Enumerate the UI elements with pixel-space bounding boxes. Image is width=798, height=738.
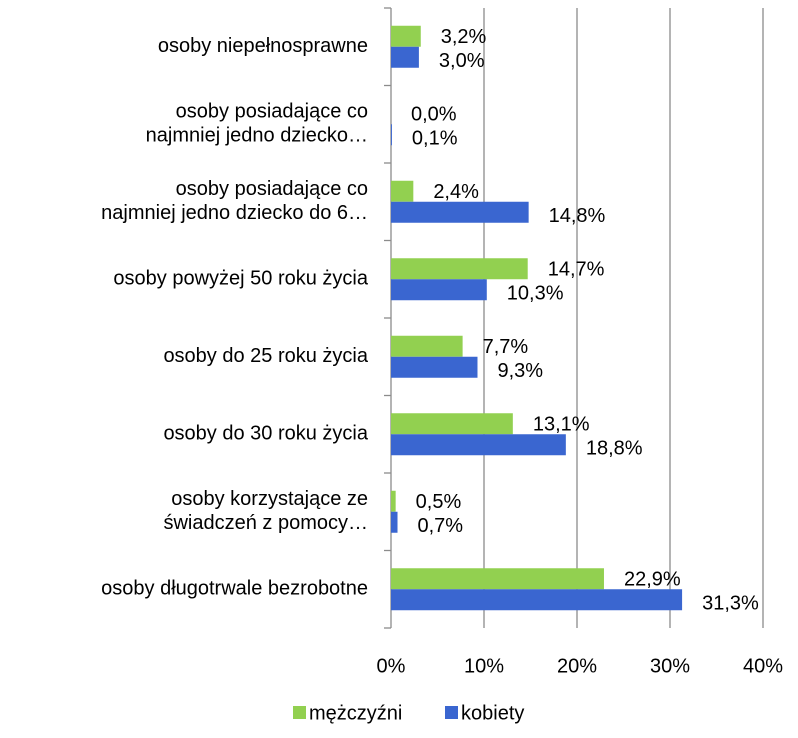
bar xyxy=(391,356,478,378)
legend-swatch xyxy=(293,706,306,719)
bar xyxy=(391,413,513,435)
value-label: 0,0% xyxy=(411,104,457,126)
bar xyxy=(391,180,414,202)
bar xyxy=(391,258,528,280)
bar xyxy=(391,46,419,68)
value-label: 3,2% xyxy=(441,26,487,48)
value-label: 10,3% xyxy=(507,283,564,305)
y-tick-label: osoby do 30 roku życia xyxy=(163,423,368,445)
x-tick-label: 40% xyxy=(743,655,783,677)
bar xyxy=(391,589,683,611)
y-tick-label: osoby korzystające ze świadczeń z pomocy… xyxy=(163,488,368,534)
y-tick-label: osoby do 25 roku życia xyxy=(163,345,368,367)
value-label: 7,7% xyxy=(483,336,529,358)
legend-swatch xyxy=(445,706,458,719)
bar xyxy=(391,511,398,533)
value-label: 9,3% xyxy=(497,360,543,382)
y-tick-label: osoby posiadające co najmniej jedno dziec… xyxy=(146,101,368,147)
value-label: 2,4% xyxy=(433,181,479,203)
value-label: 18,8% xyxy=(586,438,643,460)
legend-label: mężczyźni xyxy=(309,702,402,724)
bar xyxy=(391,124,392,146)
value-label: 14,8% xyxy=(549,205,606,227)
value-label: 0,7% xyxy=(418,515,464,537)
y-tick-label: osoby długotrwale bezrobotne xyxy=(101,578,368,600)
value-label: 0,1% xyxy=(412,128,458,150)
bar xyxy=(391,279,487,301)
bar xyxy=(391,25,421,47)
bar xyxy=(391,335,463,357)
value-label: 22,9% xyxy=(624,569,681,591)
value-label: 13,1% xyxy=(533,414,590,436)
value-label: 14,7% xyxy=(548,259,605,281)
value-label: 0,5% xyxy=(416,491,462,513)
value-label: 3,0% xyxy=(439,50,485,72)
x-tick-label: 0% xyxy=(377,655,406,677)
x-tick-label: 10% xyxy=(464,655,504,677)
bar xyxy=(391,568,604,590)
legend-label: kobiety xyxy=(461,702,524,724)
x-tick-label: 20% xyxy=(557,655,597,677)
y-tick-label: osoby powyżej 50 roku życia xyxy=(113,268,368,290)
y-tick-label: osoby niepełnosprawne xyxy=(158,35,368,57)
bar xyxy=(391,490,396,512)
x-tick-label: 30% xyxy=(650,655,690,677)
value-label: 31,3% xyxy=(702,593,759,615)
bar xyxy=(391,201,529,223)
bar xyxy=(391,434,566,456)
y-tick-label: osoby posiadające co najmniej jedno dziec… xyxy=(101,178,368,224)
